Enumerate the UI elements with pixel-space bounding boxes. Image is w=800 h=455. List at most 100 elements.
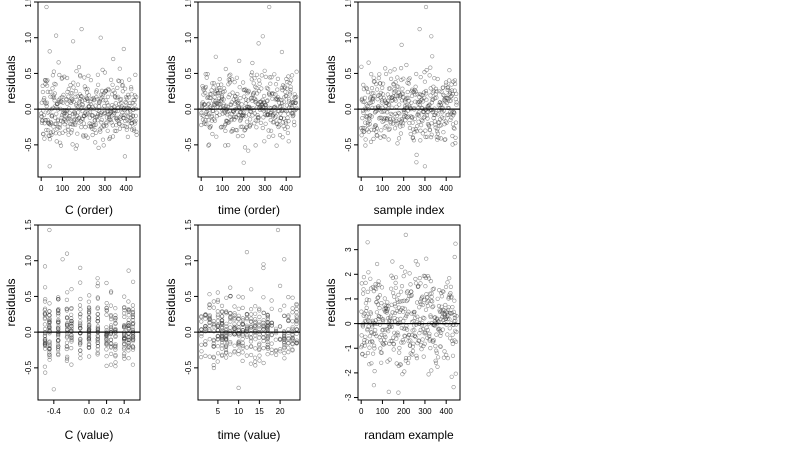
data-point — [129, 85, 134, 90]
data-point — [126, 335, 131, 340]
data-point — [216, 91, 221, 96]
data-point — [265, 321, 270, 326]
data-point — [363, 301, 369, 306]
data-point — [265, 315, 270, 320]
data-point — [244, 353, 249, 358]
data-point — [263, 74, 268, 79]
data-point — [122, 112, 127, 118]
data-point — [89, 124, 94, 129]
data-point — [236, 321, 241, 326]
data-point — [418, 138, 423, 143]
data-point — [237, 85, 242, 90]
data-point — [386, 389, 391, 395]
data-point — [257, 78, 262, 83]
data-point — [408, 282, 413, 287]
data-point — [416, 119, 421, 124]
data-point — [363, 114, 369, 119]
data-point — [290, 100, 296, 105]
data-point — [199, 106, 204, 111]
data-point — [51, 69, 57, 74]
data-point — [413, 315, 418, 321]
data-point — [282, 313, 287, 319]
data-point — [420, 327, 426, 332]
data-point — [402, 369, 407, 374]
data-point — [65, 323, 70, 328]
data-point — [375, 295, 380, 301]
data-point — [398, 124, 403, 129]
y-tick-label: 1.0 — [24, 255, 33, 267]
data-point — [95, 352, 100, 357]
data-point — [361, 86, 367, 92]
data-point — [210, 81, 215, 86]
data-point — [421, 115, 426, 120]
data-point — [207, 142, 212, 147]
data-point — [42, 333, 48, 339]
data-point — [292, 122, 297, 128]
data-point — [224, 344, 229, 350]
y-tick-label: -3 — [344, 393, 353, 401]
data-point — [133, 121, 138, 126]
data-point — [113, 315, 118, 321]
data-point — [102, 103, 107, 109]
data-point — [423, 4, 429, 10]
data-point — [419, 347, 424, 352]
data-point — [122, 356, 127, 361]
data-point — [450, 332, 455, 337]
data-point — [419, 122, 424, 128]
data-point — [418, 317, 423, 322]
data-point — [269, 306, 274, 311]
data-point — [48, 89, 53, 95]
data-point — [278, 308, 283, 313]
data-point — [61, 92, 66, 97]
x-axis: 5 10 15 20 — [216, 400, 285, 416]
data-point — [220, 343, 225, 348]
data-point — [362, 95, 368, 100]
data-point — [199, 355, 204, 360]
y-tick-label: 1.5 — [24, 219, 33, 231]
data-point — [105, 94, 110, 99]
data-point — [49, 132, 54, 137]
data-point — [281, 99, 287, 104]
data-point — [266, 86, 271, 91]
data-point — [441, 92, 446, 97]
data-point — [280, 135, 285, 140]
data-point — [289, 104, 295, 109]
data-point — [286, 350, 291, 355]
data-point — [236, 325, 241, 330]
data-point — [381, 342, 386, 347]
data-point — [282, 335, 287, 340]
data-point — [269, 321, 274, 326]
data-point — [68, 82, 73, 88]
data-point — [211, 354, 216, 360]
y-axis: -0.5 0.0 0.5 1.0 1.5 — [24, 0, 38, 152]
data-point — [122, 323, 127, 329]
data-point — [434, 89, 439, 94]
data-point — [54, 111, 59, 116]
data-point — [104, 312, 109, 317]
data-point — [424, 256, 429, 261]
data-point — [224, 333, 229, 338]
data-point — [395, 297, 400, 302]
data-point — [257, 81, 262, 86]
data-point — [404, 103, 410, 108]
data-point — [104, 333, 109, 338]
data-point — [426, 299, 431, 304]
data-point — [369, 85, 375, 91]
data-point — [450, 353, 456, 358]
data-point — [60, 100, 66, 105]
data-point — [222, 86, 227, 91]
data-point — [435, 131, 441, 136]
data-point — [42, 338, 48, 343]
data-point — [240, 316, 245, 321]
data-point — [265, 345, 270, 350]
data-point — [294, 69, 299, 74]
data-point — [442, 314, 448, 319]
data-point — [383, 335, 388, 340]
data-point — [69, 130, 74, 135]
plot-frame — [197, 1, 301, 178]
data-point — [220, 326, 225, 331]
data-point — [410, 120, 415, 125]
data-point — [69, 312, 74, 317]
data-point — [261, 325, 266, 330]
data-point — [134, 94, 139, 100]
